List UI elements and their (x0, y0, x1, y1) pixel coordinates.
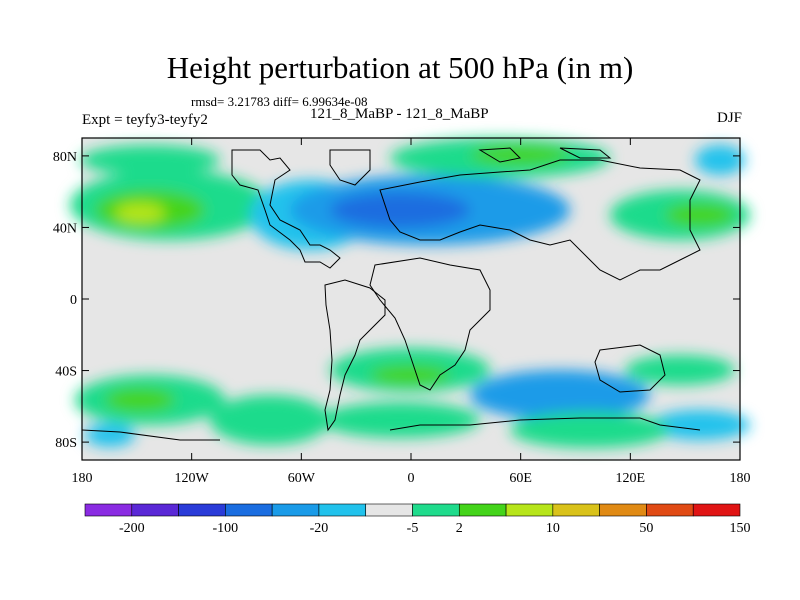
colorbar-swatch (178, 503, 226, 517)
anomaly-sh-indian-positive (510, 412, 670, 448)
anomaly-nh-pacific-peak (115, 203, 165, 223)
anomaly-sh-australia-positive (625, 355, 735, 385)
lat-tick-label: 40S (55, 365, 77, 380)
colorbar-label: 150 (730, 521, 751, 536)
lon-tick-label: 120W (175, 471, 210, 486)
colorbar-swatch (692, 503, 741, 517)
anomaly-atlantic-core (330, 192, 470, 228)
coast-south-america (324, 279, 386, 432)
plot-title: Height perturbation at 500 hPa (in m) (166, 50, 634, 85)
lat-tick-label: 80S (55, 436, 77, 451)
colorbar-swatch (365, 503, 413, 517)
colorbar-label: -20 (310, 521, 329, 536)
experiment-label: Expt = teyfy3-teyfy2 (82, 112, 208, 128)
colorbar-swatch (505, 503, 554, 517)
coast-arctic-islands (478, 147, 612, 163)
colorbar-label: -200 (119, 521, 145, 536)
anomaly-sh-pacific-core (105, 388, 175, 412)
anomaly-arctic-negative-right (695, 145, 745, 175)
colorbar-label: -5 (407, 521, 419, 536)
coast-north-america (231, 149, 341, 269)
colorbar-swatch (271, 503, 320, 517)
coast-eurasia (379, 159, 701, 281)
anomaly-sh-indian-negative (470, 370, 650, 420)
colorbar-swatch (646, 503, 694, 517)
anomaly-sh-southamerica-core (370, 365, 450, 385)
lon-tick-label: 60W (288, 471, 316, 486)
lat-tick-label: 80N (53, 150, 77, 165)
run-label: 121_8_MaBP - 121_8_MaBP (310, 106, 489, 122)
coast-greenland (329, 149, 371, 186)
anomaly-sh-southeast-negative (85, 423, 135, 447)
lon-tick-label: 0 (408, 471, 415, 486)
colorbar-swatch (225, 503, 273, 517)
lon-tick-label: 180 (730, 471, 751, 486)
lon-tick-label: 180 (72, 471, 93, 486)
coast-australia (594, 344, 666, 393)
anomaly-fields (70, 138, 750, 448)
colorbar-label: -100 (213, 521, 239, 536)
colorbar: -200 -100 -20 -5 2 10 50 150 (84, 503, 751, 536)
lat-tick-label: 40N (53, 221, 77, 236)
coast-africa (369, 257, 491, 391)
colorbar-swatch (84, 503, 133, 517)
lat-tick-label: 0 (70, 293, 77, 308)
colorbar-swatch (458, 503, 507, 517)
season-label: DJF (716, 110, 742, 126)
colorbar-swatch (318, 503, 367, 517)
coast-antarctica (81, 417, 701, 441)
colorbar-label: 2 (456, 521, 463, 536)
anomaly-sh-atlantic-positive (210, 395, 330, 445)
anomaly-east-asia-core (665, 203, 735, 227)
colorbar-swatch (552, 503, 600, 517)
anomaly-sh-tasman-negative (650, 410, 750, 440)
colorbar-label: 50 (639, 521, 653, 536)
anomaly-europe-arctic-core (470, 145, 570, 165)
colorbar-swatch (131, 503, 179, 517)
colorbar-swatch (599, 503, 647, 517)
coastlines (81, 147, 701, 441)
longitude-axis: 180 120W 60W 0 60E 120E 180 (72, 138, 751, 486)
lon-tick-label: 120E (616, 471, 646, 486)
anomaly-arctic-positive (80, 145, 220, 175)
colorbar-swatch (412, 503, 460, 517)
map-panel (70, 137, 750, 461)
stats-line: rmsd= 3.21783 diff= 6.99634e-08 (191, 94, 368, 109)
lon-tick-label: 60E (509, 471, 532, 486)
anomaly-sh-atlantic-south-positive (320, 402, 480, 438)
colorbar-label: 10 (546, 521, 560, 536)
latitude-axis: 80N 40N 0 40S 80S (53, 150, 740, 451)
